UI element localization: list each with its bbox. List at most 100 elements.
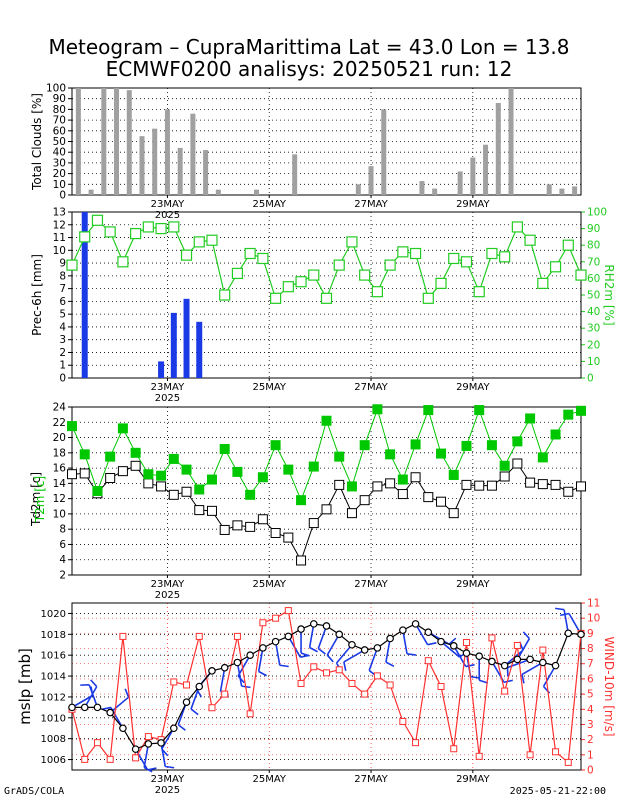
td2m-point xyxy=(461,479,472,490)
t2m-point xyxy=(79,449,90,460)
x-year-label: 2025 xyxy=(155,393,180,404)
t2m-point xyxy=(321,415,332,426)
wind-barb-tick xyxy=(101,706,112,711)
cloud-bar xyxy=(254,189,260,195)
y-tick-label-right: 70 xyxy=(587,256,600,268)
t2m-point xyxy=(168,453,179,464)
y-tick-label: 13 xyxy=(53,207,66,219)
wind-barb-tick xyxy=(177,724,186,731)
x-date-label: 23MAY xyxy=(151,382,185,393)
wind-barb-tick xyxy=(237,675,245,684)
td2m-point xyxy=(194,505,205,516)
mslp-point xyxy=(386,634,394,643)
panel-temperature xyxy=(67,404,586,578)
wind-point xyxy=(233,632,241,640)
rh-point xyxy=(422,292,434,304)
y-tick-label-right: 100 xyxy=(587,207,607,219)
footer-right: 2025-05-21-22:00 xyxy=(509,786,606,797)
rh-point xyxy=(409,247,422,260)
rh-point xyxy=(549,261,562,273)
panel-clouds xyxy=(68,87,582,198)
t2m-point xyxy=(245,489,256,500)
rh-point xyxy=(282,281,294,293)
mslp-point xyxy=(411,620,420,628)
wind-barb-tick xyxy=(326,654,334,663)
mslp-point xyxy=(513,655,522,664)
y-tick-label: 0 xyxy=(59,190,66,202)
mslp-point xyxy=(80,703,89,712)
td2m-point xyxy=(206,505,217,516)
y-tick-label: 2 xyxy=(59,570,66,582)
rh-point xyxy=(257,252,269,265)
t2m-point xyxy=(219,444,230,454)
td2m-point xyxy=(550,479,561,490)
mslp-point xyxy=(208,667,216,675)
td2m-point xyxy=(79,468,90,479)
y-tick-label: 30 xyxy=(53,157,66,169)
wind-point xyxy=(323,669,330,677)
y-tick-label: 1014 xyxy=(41,672,66,683)
wind-point xyxy=(195,632,203,640)
cloud-bar xyxy=(177,147,183,195)
td2m-point xyxy=(512,458,523,469)
x-date-label: 29MAY xyxy=(456,774,490,785)
x-date-label: 25MAY xyxy=(252,199,286,210)
t2m-point xyxy=(67,421,77,432)
td2m-point xyxy=(537,479,548,490)
td2m-point xyxy=(308,518,319,529)
td2m-point xyxy=(423,492,434,503)
precip-bar xyxy=(81,212,88,378)
y-tick-label: 1006 xyxy=(41,755,66,766)
wind-barb xyxy=(516,638,531,660)
wind-barb xyxy=(219,667,226,692)
td2m-point xyxy=(105,473,116,484)
x-year-label: 2025 xyxy=(155,210,180,221)
mslp-point xyxy=(271,637,280,646)
mslp-point xyxy=(348,640,356,649)
cloud-bar xyxy=(432,188,438,195)
mslp-point xyxy=(399,626,407,634)
mslp-point xyxy=(131,745,140,753)
rh-point xyxy=(130,227,142,240)
wind-point xyxy=(144,733,152,741)
wind-barb xyxy=(308,623,315,648)
mslp-point xyxy=(564,629,573,638)
y-tick-label-right: 8 xyxy=(587,643,594,655)
t2m-point xyxy=(206,474,217,485)
t2m-point xyxy=(537,452,548,463)
y-tick-label: 90 xyxy=(53,93,66,105)
wind-barb xyxy=(343,649,366,663)
td2m-point xyxy=(283,532,294,543)
rh-point xyxy=(180,249,193,261)
cloud-bar xyxy=(419,181,425,195)
rh-point xyxy=(79,231,91,243)
y-tick-label-right: 10 xyxy=(587,356,600,368)
td2m-point xyxy=(143,478,154,489)
wind-barb xyxy=(274,641,281,666)
y-tick-label-right: 30 xyxy=(587,323,600,335)
x-date-label: 25MAY xyxy=(252,579,286,590)
wind-barb-tick xyxy=(555,607,565,611)
wind-barb xyxy=(521,661,544,676)
cloud-bar xyxy=(483,144,489,195)
y-tick-label: 12 xyxy=(53,493,66,505)
wind-barb-tick xyxy=(279,664,289,668)
footer-left: GrADS/COLA xyxy=(4,786,65,797)
rh-point xyxy=(499,251,511,263)
y-tick-label: 8 xyxy=(59,524,66,536)
t2m-point xyxy=(436,448,447,459)
wind-barb-tick xyxy=(300,652,310,657)
y-tick-label: 4 xyxy=(59,321,66,333)
wind-barb xyxy=(71,694,94,709)
mslp-point xyxy=(106,708,114,717)
x-date-label: 27MAY xyxy=(354,382,388,393)
td2m-point xyxy=(181,486,192,497)
mslp-point xyxy=(68,703,76,712)
t2m-point xyxy=(550,429,561,440)
mslp-point xyxy=(462,649,471,657)
y-tick-label: 9 xyxy=(59,258,66,270)
mslp-point xyxy=(577,630,585,639)
td2m-point xyxy=(117,466,128,477)
rh-point xyxy=(206,234,218,246)
t2m-point xyxy=(372,404,383,415)
